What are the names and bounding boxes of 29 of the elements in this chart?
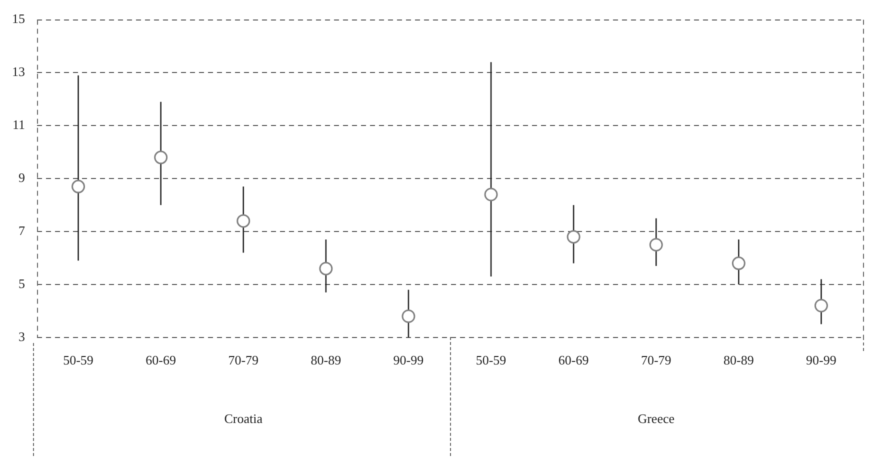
- point: [319, 262, 333, 276]
- point: [732, 256, 746, 270]
- x-tick-label: 50-59: [63, 352, 94, 368]
- text: Croatia: [224, 411, 263, 428]
- x-tick-label: 70-79: [228, 352, 259, 368]
- x-tick-label: 80-89: [310, 352, 342, 368]
- y-tick-label: 13: [12, 64, 25, 80]
- point: [484, 188, 498, 202]
- y-tick-label: 15: [12, 11, 25, 26]
- text: Greece: [638, 411, 675, 428]
- point: [649, 238, 663, 252]
- y-tick-label: 5: [18, 276, 25, 291]
- x-tick-label: 70-79: [640, 352, 672, 368]
- y-tick-label: 9: [18, 170, 25, 186]
- point: [566, 230, 580, 244]
- y-tick-label: 3: [18, 328, 25, 344]
- x-tick-label: 50-59: [476, 352, 506, 368]
- point: [236, 214, 250, 228]
- x-tick-label: 90-99: [806, 352, 836, 368]
- x-tick-label: 80-89: [724, 352, 754, 368]
- y-tick-label: 11: [12, 117, 25, 132]
- point: [814, 298, 828, 312]
- point: [402, 309, 416, 323]
- point: [154, 150, 168, 164]
- y-tick-label: 7: [18, 222, 26, 238]
- x-tick-label: 60-69: [558, 352, 589, 368]
- x-tick-label: 60-69: [146, 352, 176, 368]
- x-tick-label: 90-99: [393, 352, 424, 368]
- point: [72, 180, 86, 194]
